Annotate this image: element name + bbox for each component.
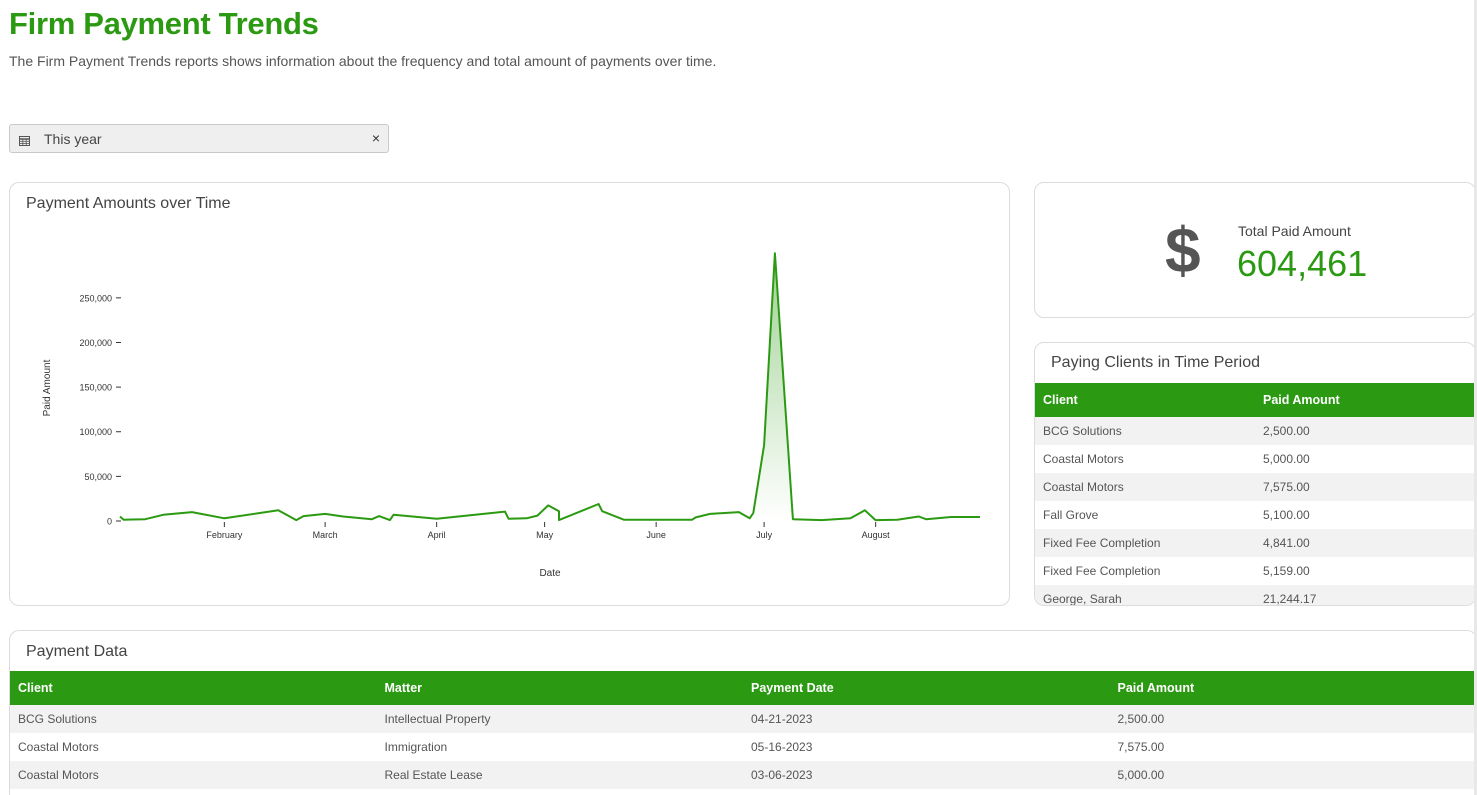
client-cell: BCG Solutions [1035, 417, 1255, 445]
x-tick-label: July [756, 530, 773, 540]
x-tick-label: February [206, 530, 243, 540]
payment-data-title: Payment Data [26, 643, 128, 660]
client-cell: Coastal Motors [18, 740, 99, 754]
client-cell: Fixed Fee Completion [1043, 564, 1161, 578]
column-header-client[interactable]: Client [10, 671, 377, 705]
chart-series-line [119, 252, 980, 522]
page-title: Firm Payment Trends [9, 6, 319, 41]
y-tick-label: 150,000 [79, 383, 112, 393]
payment-amounts-chart-card: 0 50,000 100,000 150,000 200,000 250,000 Febr… [9, 182, 1010, 606]
column-header-paid-amount[interactable]: Paid Amount [1255, 383, 1475, 417]
table-row[interactable]: Coastal Motors 5,000.00 [1035, 445, 1475, 473]
table-row[interactable]: BCG Solutions 2,500.00 [1035, 417, 1475, 445]
x-axis-label: Date [539, 568, 561, 579]
paid-amount-cell: 4,841.00 [1255, 529, 1475, 557]
table-row[interactable]: Fall Grove 5,100.00 [1035, 501, 1475, 529]
column-header-matter[interactable]: Matter [376, 671, 743, 705]
chart-area [120, 253, 980, 521]
dollar-icon: $ [1165, 214, 1201, 286]
x-axis: February March April May June July August [206, 522, 890, 540]
paid-amount-cell: 2,500.00 [1255, 417, 1475, 445]
payment-data-table: Client Matter Payment Date Paid Amount B… [10, 671, 1476, 789]
date-range-filter[interactable]: This year × [9, 124, 389, 153]
paid-amount-cell: 2,500.00 [1109, 705, 1476, 733]
y-tick-label: 200,000 [79, 338, 112, 348]
matter-cell: Intellectual Property [376, 705, 743, 733]
y-axis-label: Paid Amount [42, 359, 53, 416]
x-tick-label: March [313, 530, 338, 540]
page-scrollbar[interactable] [1474, 0, 1477, 795]
x-tick-label: June [646, 530, 666, 540]
paid-amount-cell: 7,575.00 [1117, 740, 1165, 754]
table-row[interactable]: Coastal Motors Immigration 05-16-2023 7,… [10, 733, 1476, 761]
table-row[interactable]: George, Sarah 21,244.17 [1035, 585, 1475, 605]
table-row[interactable]: Fixed Fee Completion 5,159.00 [1035, 557, 1475, 585]
clear-filter-button[interactable]: × [371, 130, 380, 146]
payment-date-cell: 03-06-2023 [743, 761, 1110, 789]
table-row[interactable]: BCG Solutions Intellectual Property 04-2… [10, 705, 1476, 733]
clients-card-title: Paying Clients in Time Period [1051, 354, 1260, 371]
paid-amount-cell: 5,159.00 [1263, 564, 1310, 578]
x-tick-label: May [536, 530, 554, 540]
paid-amount-cell: 5,000.00 [1263, 452, 1310, 466]
matter-cell: Immigration [384, 740, 448, 754]
date-range-label: This year [44, 130, 102, 147]
paid-amount-cell: 7,575.00 [1255, 473, 1475, 501]
client-cell: BCG Solutions [10, 705, 377, 733]
paid-amount-cell: 5,100.00 [1263, 508, 1310, 522]
matter-cell: Real Estate Lease [376, 761, 743, 789]
payment-date-cell: 05-16-2023 [751, 740, 813, 754]
paid-amount-cell: 21,244.17 [1255, 585, 1475, 605]
y-tick-label: 250,000 [79, 293, 112, 303]
payment-data-card[interactable]: Payment Data Client Matter Payment Date … [9, 630, 1477, 795]
client-cell: Fall Grove [1043, 508, 1099, 522]
column-header-paid-amount[interactable]: Paid Amount [1109, 671, 1476, 705]
client-cell: Fixed Fee Completion [1035, 529, 1255, 557]
chart-card-title: Payment Amounts over Time [26, 195, 231, 212]
y-tick-label: 100,000 [79, 427, 112, 437]
paying-clients-card[interactable]: Paying Clients in Time Period Client Pai… [1034, 342, 1476, 606]
calendar-icon [19, 133, 30, 146]
x-tick-label: April [428, 530, 446, 540]
total-paid-card: $ Total Paid Amount 604,461 [1034, 182, 1476, 318]
payment-amounts-chart: 0 50,000 100,000 150,000 200,000 250,000 Febr… [42, 252, 980, 579]
column-header-payment-date[interactable]: Payment Date [743, 671, 1110, 705]
x-tick-label: August [862, 530, 891, 540]
total-paid-label: Total Paid Amount [1238, 223, 1351, 239]
page-description: The Firm Payment Trends reports shows in… [9, 53, 717, 69]
y-tick-label: 0 [107, 517, 112, 527]
paid-amount-cell: 5,000.00 [1109, 761, 1476, 789]
y-tick-label: 50,000 [84, 472, 112, 482]
clients-table: Client Paid Amount BCG Solutions 2,500.00… [1035, 383, 1475, 605]
y-axis: 0 50,000 100,000 150,000 200,000 250,000 [79, 293, 121, 527]
client-cell: Coastal Motors [1043, 452, 1124, 466]
client-cell: Coastal Motors [1035, 473, 1255, 501]
total-paid-value: 604,461 [1237, 243, 1368, 284]
table-row[interactable]: Coastal Motors 7,575.00 [1035, 473, 1475, 501]
table-row[interactable]: Fixed Fee Completion 4,841.00 [1035, 529, 1475, 557]
payment-date-cell: 04-21-2023 [743, 705, 1110, 733]
table-row[interactable]: Coastal Motors Real Estate Lease 03-06-2… [10, 761, 1476, 789]
client-cell: Coastal Motors [10, 761, 377, 789]
client-cell: George, Sarah [1035, 585, 1255, 605]
column-header-client[interactable]: Client [1035, 383, 1255, 417]
